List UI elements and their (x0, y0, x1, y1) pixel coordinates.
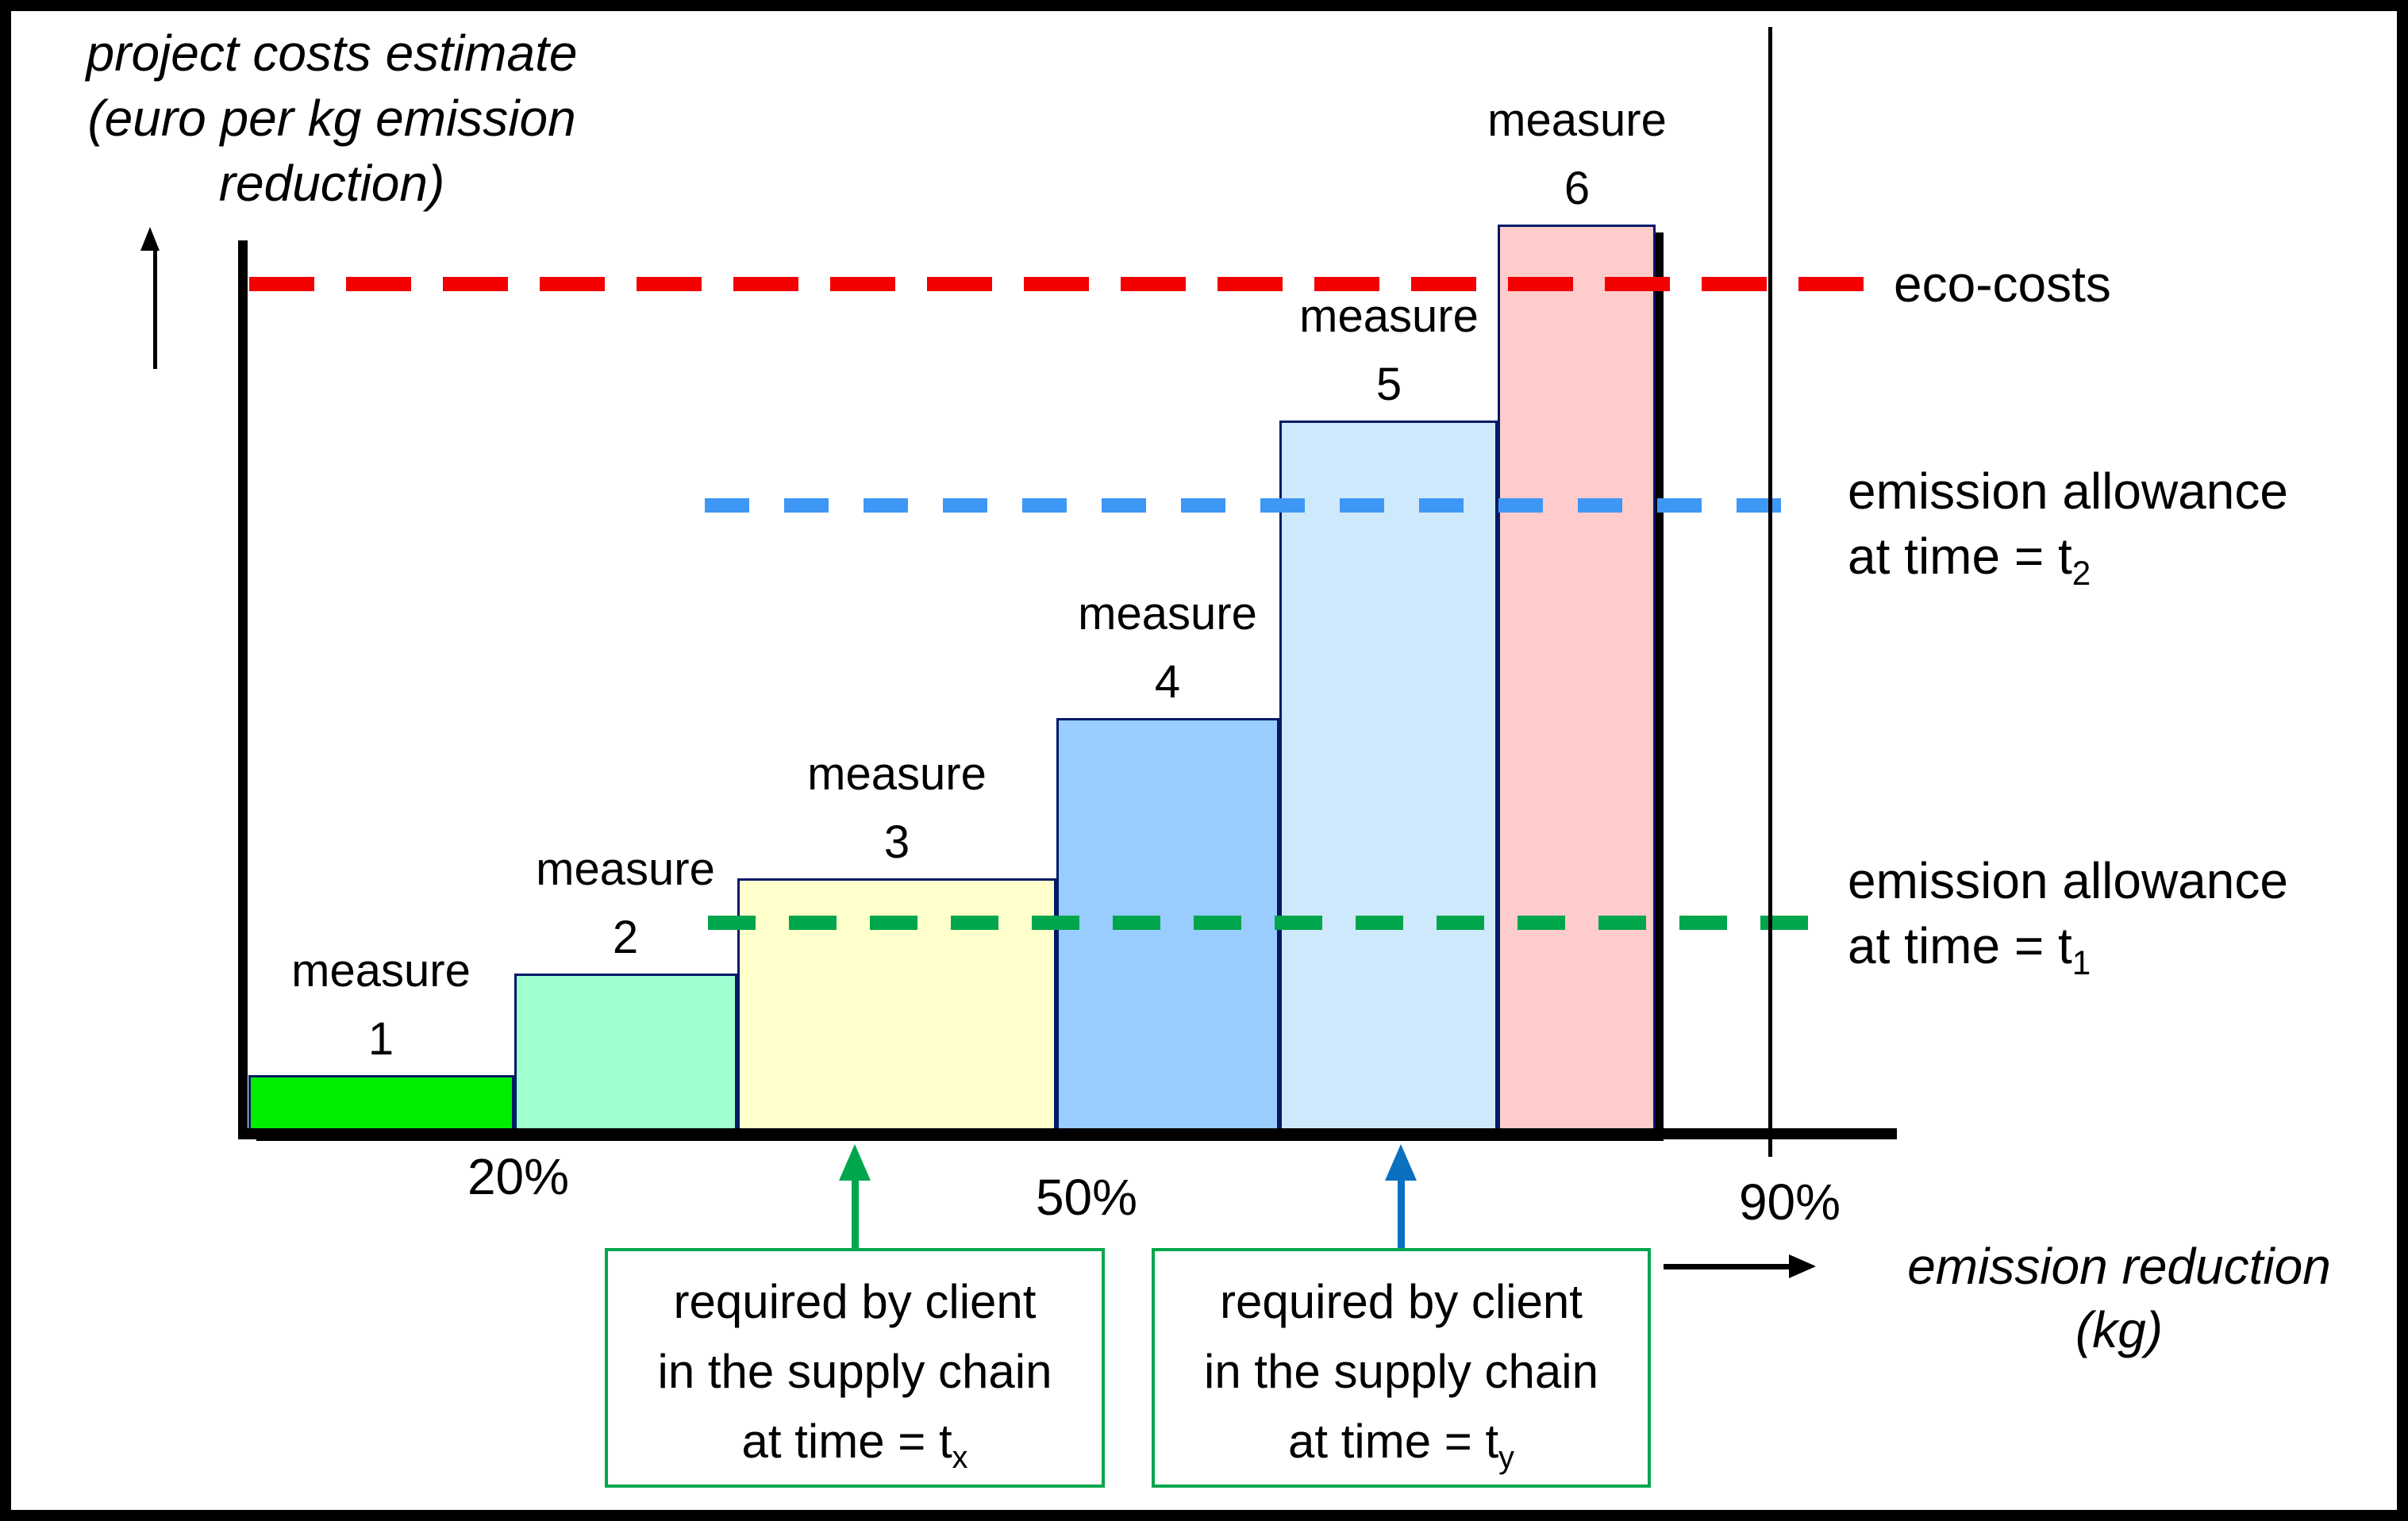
ninety-percent-gridline (1768, 27, 1772, 1157)
y-axis-title-line3: reduction) (218, 155, 445, 212)
x-axis-title-line2: (kg) (2075, 1301, 2164, 1358)
bar-label-number: 2 (612, 912, 639, 963)
y-axis-up-arrowhead-icon (140, 227, 160, 251)
allowance-t1-dashed-line (708, 916, 1821, 930)
allowance-t1-label-line2: at time = t1 (1848, 917, 2091, 981)
x-axis-line (238, 1128, 1897, 1139)
allowance-t2-label-line2: at time = t2 (1848, 528, 2091, 592)
subscript-x: x (952, 1440, 968, 1475)
x-axis-title-line1: emission reduction (1907, 1238, 2331, 1295)
x-axis-arrowhead-icon (1789, 1254, 1816, 1278)
callout-ty-line2: in the supply chain (1204, 1345, 1598, 1398)
bar-label-number: 3 (883, 816, 910, 868)
tick-90-percent: 90% (1738, 1173, 1841, 1231)
eco-costs-label: eco-costs (1894, 255, 2111, 313)
allowance-t1-label-line1: emission allowance (1848, 852, 2288, 909)
callout-tx-line1: required by client (673, 1275, 1037, 1328)
bar-label-word: measure (1487, 94, 1667, 146)
callout-tx-line3: at time = tx (741, 1415, 968, 1475)
bar-label-measure-4: measure 4 (1025, 580, 1310, 716)
bar-label-word: measure (536, 843, 715, 895)
allowance-t2-label: emission allowance at time = t2 (1848, 459, 2288, 592)
y-axis-up-arrow-icon (153, 248, 157, 369)
callout-tx-arrow-shaft (852, 1179, 859, 1249)
bar-label-measure-6: measure 6 (1434, 86, 1720, 223)
allowance-t2-dashed-line (705, 498, 1816, 513)
bar-label-number: 4 (1154, 656, 1181, 708)
bar-measure-6 (1498, 225, 1656, 1133)
bar-label-number: 1 (367, 1013, 394, 1065)
y-axis-title-line1: project costs estimate (86, 25, 578, 82)
allowance-t1-label: emission allowance at time = t1 (1848, 848, 2288, 981)
bar-label-measure-1: measure 1 (238, 937, 524, 1074)
bar-measure-1 (248, 1075, 514, 1133)
x-axis-arrow-shaft (1664, 1264, 1791, 1269)
bar-label-word: measure (291, 945, 471, 997)
subscript-2: 2 (2071, 554, 2091, 592)
callout-tx-arrowhead-icon (839, 1144, 871, 1181)
callout-ty-arrow-shaft (1398, 1179, 1405, 1249)
callout-ty-line1: required by client (1220, 1275, 1583, 1328)
callout-box-tx: required by client in the supply chain a… (605, 1248, 1105, 1488)
bar-label-number: 6 (1564, 163, 1591, 214)
allowance-t2-label-line1: emission allowance (1848, 463, 2288, 520)
callout-box-ty: required by client in the supply chain a… (1152, 1248, 1651, 1488)
bar-label-measure-5: measure 5 (1246, 282, 1532, 419)
x-axis-title: emission reduction (kg) (1849, 1235, 2389, 1362)
bar-label-word: measure (1078, 588, 1257, 640)
y-axis-title: project costs estimate (euro per kg emis… (29, 21, 635, 216)
bar-label-measure-2: measure 2 (483, 835, 768, 972)
callout-ty-arrowhead-icon (1385, 1144, 1417, 1181)
bar-label-word: measure (807, 748, 987, 800)
bar-label-word: measure (1299, 290, 1479, 342)
subscript-1: 1 (2071, 943, 2091, 981)
y-axis-title-line2: (euro per kg emission (87, 90, 576, 147)
subscript-y: y (1498, 1440, 1514, 1475)
callout-ty-line3: at time = ty (1288, 1415, 1514, 1475)
y-axis-line (238, 240, 248, 1133)
bar-measure-5 (1279, 421, 1498, 1133)
bar-label-number: 5 (1375, 359, 1402, 410)
bar-measure-2 (514, 974, 737, 1133)
tick-20-percent: 20% (467, 1148, 570, 1205)
bar-label-measure-3: measure 3 (754, 740, 1040, 877)
eco-costs-dashed-line (249, 277, 1870, 291)
tick-50-percent: 50% (1035, 1169, 1138, 1226)
callout-tx-line2: in the supply chain (657, 1345, 1052, 1398)
